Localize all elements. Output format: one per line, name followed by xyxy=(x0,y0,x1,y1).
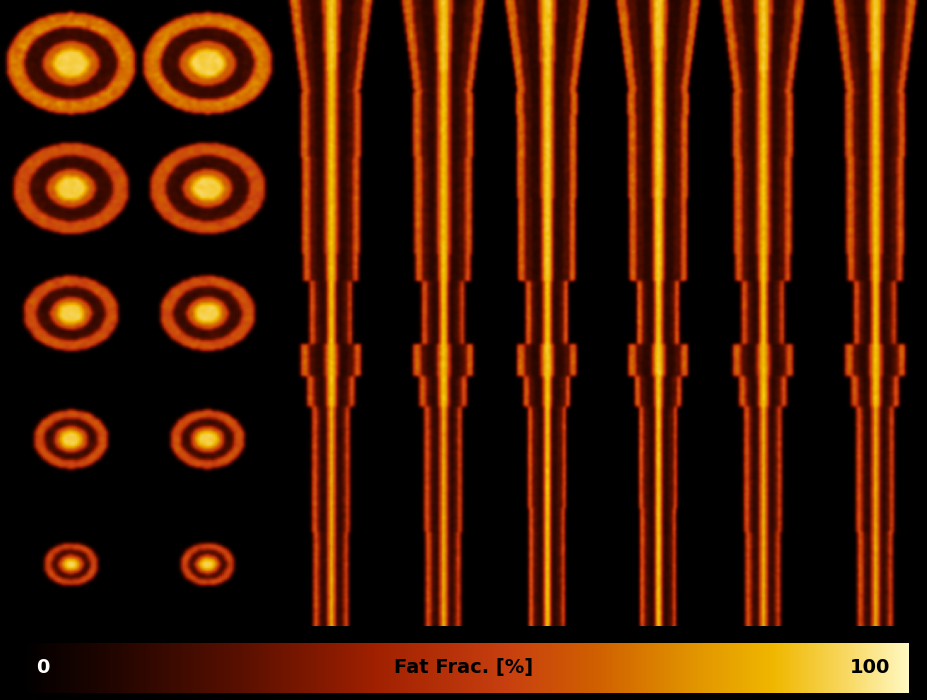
Text: 0: 0 xyxy=(36,658,50,678)
Text: 100: 100 xyxy=(850,658,891,678)
Text: Fat Frac. [%]: Fat Frac. [%] xyxy=(394,658,533,678)
